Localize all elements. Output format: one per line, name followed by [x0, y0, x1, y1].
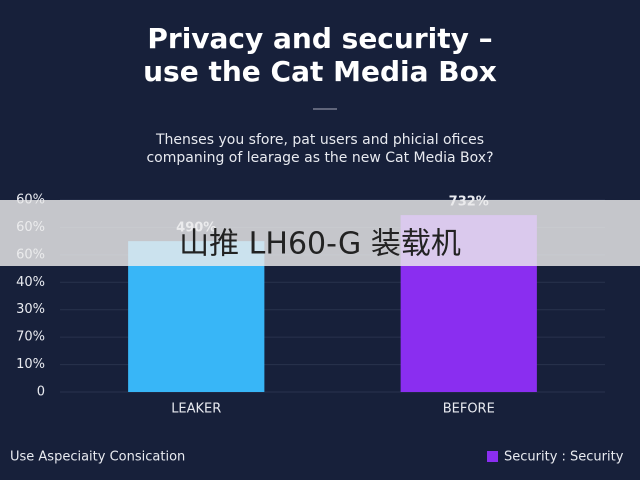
- x-tick-label: BEFORE: [443, 402, 495, 417]
- y-tick-label: 0: [37, 385, 45, 400]
- y-tick-label: 30%: [16, 302, 45, 317]
- x-tick-label: LEAKER: [171, 402, 221, 417]
- y-tick-label: 70%: [16, 330, 45, 345]
- legend-swatch: [487, 451, 498, 462]
- subtitle: Thenses you sfore, pat users and phicial…: [155, 132, 484, 148]
- footnote: Use Aspeciaity Consication: [10, 450, 185, 465]
- chart-title: Privacy and security –: [147, 22, 492, 55]
- banner-band: [0, 200, 640, 266]
- subtitle: companing of learage as the new Cat Medi…: [146, 150, 493, 166]
- legend-label: Security : Security: [504, 450, 624, 465]
- y-tick-label: 40%: [16, 275, 45, 290]
- chart-title: use the Cat Media Box: [143, 55, 497, 88]
- bar: [128, 241, 265, 392]
- y-tick-label: 10%: [16, 357, 45, 372]
- banner-text: 山推 LH60-G 装载机: [179, 227, 461, 262]
